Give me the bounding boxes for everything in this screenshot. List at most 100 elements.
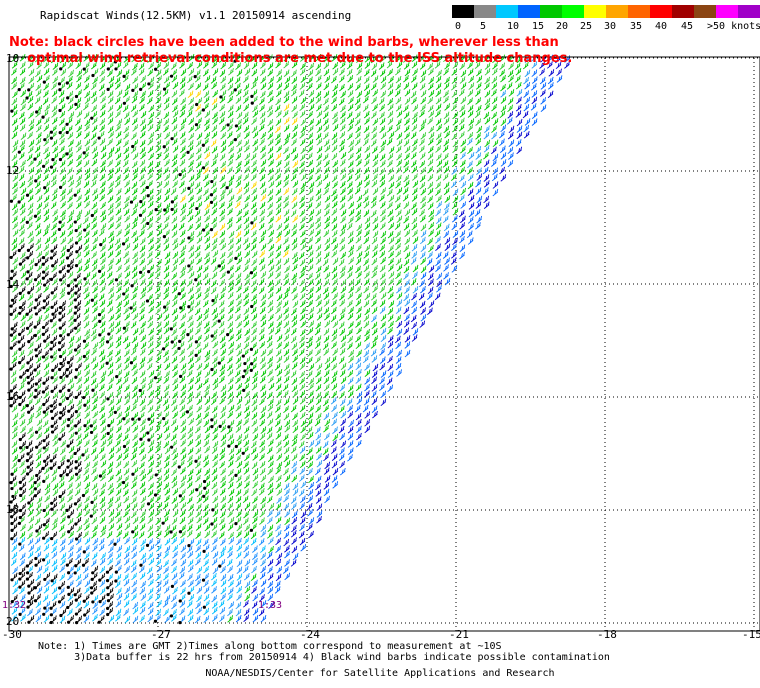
wind-barb xyxy=(435,75,442,84)
wind-barb xyxy=(420,96,427,105)
quality-flag-dot xyxy=(145,185,149,190)
wind-barb xyxy=(67,152,73,160)
wind-barb xyxy=(84,328,90,337)
wind-barb xyxy=(11,243,18,251)
quality-flag-dot xyxy=(201,166,206,170)
wind-barb xyxy=(459,159,466,168)
wind-barb xyxy=(236,383,243,391)
wind-barb xyxy=(396,110,403,118)
quality-flag-dot xyxy=(107,332,111,336)
wind-barb xyxy=(154,250,161,259)
wind-barb xyxy=(436,272,443,281)
wind-barb xyxy=(420,244,427,253)
wind-barb xyxy=(331,418,338,426)
wind-barb xyxy=(259,453,265,461)
wind-barb xyxy=(323,292,330,301)
wind-barb xyxy=(347,265,354,273)
wind-barb xyxy=(250,440,257,449)
wind-barb xyxy=(500,124,507,133)
wind-barb xyxy=(155,96,162,104)
wind-barb xyxy=(180,265,187,273)
wind-barb xyxy=(98,341,105,349)
wind-barb xyxy=(11,76,17,85)
wind-barb xyxy=(412,229,418,238)
wind-barb xyxy=(386,188,393,197)
wind-barb xyxy=(148,347,154,356)
wind-barb xyxy=(492,167,499,175)
wind-barb xyxy=(114,146,121,154)
wind-barb xyxy=(387,209,394,217)
wind-barb xyxy=(243,426,250,434)
wind-barb xyxy=(212,55,219,64)
wind-barb xyxy=(139,96,145,104)
quality-flag-dot xyxy=(73,318,77,322)
quality-flag-dot xyxy=(81,563,86,567)
wind-barb xyxy=(442,160,449,168)
wind-barb xyxy=(267,321,274,329)
wind-barb xyxy=(115,201,121,209)
wind-barb xyxy=(139,348,146,356)
wind-barb xyxy=(156,565,163,573)
wind-barb xyxy=(163,118,170,126)
quality-flag-dot xyxy=(10,298,15,302)
wind-barb xyxy=(163,313,170,322)
wind-barb xyxy=(227,110,234,119)
wind-barb xyxy=(315,265,322,274)
wind-barb xyxy=(450,103,457,112)
wind-barb xyxy=(180,425,187,434)
wind-barb xyxy=(268,229,275,238)
wind-barb xyxy=(226,363,233,371)
wind-barb xyxy=(204,404,211,413)
wind-barb xyxy=(108,509,115,518)
wind-barb xyxy=(228,68,234,76)
wind-barb xyxy=(148,62,154,70)
wind-barb xyxy=(204,354,210,363)
wind-barb xyxy=(450,83,457,91)
wind-barb xyxy=(291,461,298,469)
quality-flag-dot xyxy=(137,417,141,421)
wind-barb xyxy=(468,152,475,160)
quality-flag-dot xyxy=(121,242,126,246)
wind-barb xyxy=(340,90,346,99)
wind-barb xyxy=(420,223,427,232)
wind-barb xyxy=(275,271,281,279)
wind-barb xyxy=(116,229,122,237)
wind-barb xyxy=(428,215,434,223)
wind-barb xyxy=(314,341,321,349)
quality-flag-dot xyxy=(25,472,30,476)
wind-barb xyxy=(44,223,51,232)
wind-barb xyxy=(300,243,307,251)
wind-barb xyxy=(188,271,195,279)
wind-barb xyxy=(163,376,170,384)
wind-barb xyxy=(307,313,314,321)
wind-barb xyxy=(92,194,99,202)
wind-barb xyxy=(131,187,138,196)
quality-flag-dot xyxy=(35,110,39,114)
wind-barb xyxy=(260,187,267,196)
wind-barb xyxy=(243,600,249,608)
wind-barb xyxy=(202,265,209,273)
wind-barb xyxy=(100,223,107,231)
wind-barb xyxy=(394,195,401,203)
wind-barb xyxy=(260,61,266,69)
quality-flag-dot xyxy=(9,480,13,485)
wind-barb xyxy=(179,131,186,139)
wind-barb xyxy=(267,566,273,574)
wind-barb xyxy=(338,258,345,267)
quality-flag-dot xyxy=(49,347,53,351)
wind-barb xyxy=(11,215,18,224)
wind-barb xyxy=(339,369,346,378)
wind-barb xyxy=(92,474,98,482)
wind-barb xyxy=(410,278,417,286)
wind-barb xyxy=(323,467,330,475)
wind-barb xyxy=(332,257,339,265)
wind-barb xyxy=(44,559,51,567)
wind-barb xyxy=(283,146,289,155)
wind-barb xyxy=(115,488,122,496)
wind-barb xyxy=(155,355,162,363)
wind-barb xyxy=(219,606,226,615)
wind-barb xyxy=(84,167,91,176)
wind-barb xyxy=(115,131,122,139)
wind-barb xyxy=(132,312,139,321)
quality-flag-dot xyxy=(177,346,181,351)
